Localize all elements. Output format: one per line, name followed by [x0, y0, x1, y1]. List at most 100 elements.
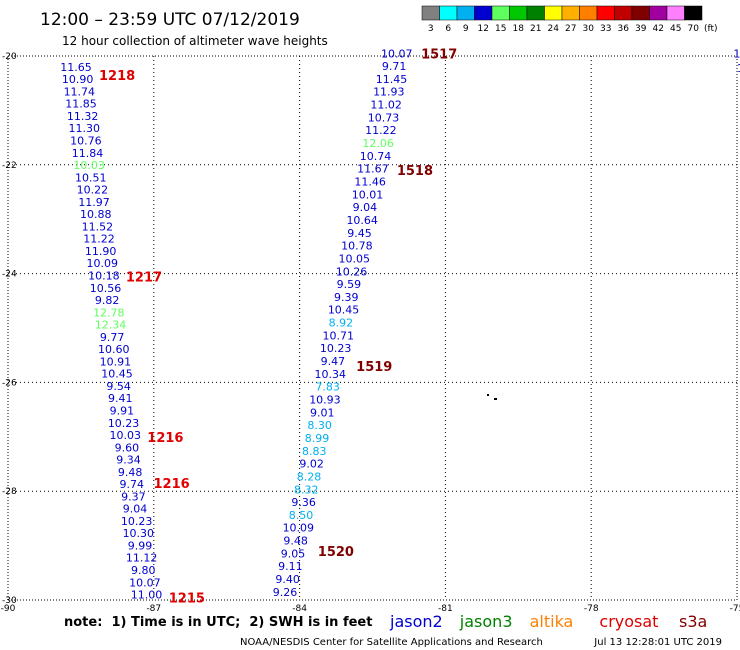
wave-height-value: 11.12 [126, 552, 158, 565]
island-marks [487, 394, 497, 400]
legend-label: 39 [635, 24, 647, 34]
wave-height-value: 11.90 [85, 245, 117, 258]
satellite-name: jason2 [389, 612, 443, 631]
time-label: 1216 [147, 431, 183, 446]
wave-height-value: 10.51 [75, 171, 107, 184]
lat-tick-label: -24 [2, 270, 17, 280]
wave-height-value: 10.64 [346, 214, 378, 227]
wave-height-value: 11.46 [354, 176, 386, 189]
wave-height-value: 10.09 [283, 522, 315, 535]
wave-height-value: 10.22 [77, 184, 109, 197]
wave-height-value: 9.71 [382, 60, 407, 73]
wave-height-value: 10.45 [101, 368, 133, 381]
wave-height-value: 8.92 [329, 317, 354, 330]
lat-tick-label: -28 [2, 487, 17, 497]
legend-swatch [649, 5, 668, 21]
lat-tick-label: -20 [2, 52, 17, 62]
wave-height-value: 11.22 [365, 124, 397, 137]
legend-label: 6 [445, 24, 451, 34]
wave-height-value: 11.99 [733, 47, 740, 60]
wave-height-value: 11.30 [68, 122, 100, 135]
wave-height-value: 11.22 [83, 233, 115, 246]
wave-height-value: 12.78 [93, 306, 125, 319]
lon-tick-label: -75 [730, 604, 740, 614]
axis-tick-labels: -90 -87 -84 -81 -78 -75 -20 -22 -24 -26 -28 -30 [1, 52, 740, 614]
wave-height-value: 8.99 [305, 432, 330, 445]
wave-height-value: 9.41 [108, 392, 133, 405]
wave-height-value: 11.45 [376, 73, 408, 86]
wave-height-value: 9.48 [118, 466, 143, 479]
wave-height-value: 9.77 [100, 331, 125, 344]
wave-height-value: 9.99 [128, 539, 153, 552]
legend-label: 24 [548, 24, 560, 34]
wave-height-value: 10.09 [87, 257, 119, 270]
lat-tick-label: -22 [2, 161, 17, 171]
legend-label: 12 [478, 24, 489, 34]
wave-height-value: 9.54 [106, 380, 131, 393]
legend-label: 9 [463, 24, 469, 34]
legend-label: 70 [688, 24, 700, 34]
wave-height-value: 8.83 [302, 445, 327, 458]
wave-height-value: 10.23 [108, 417, 140, 430]
wave-height-value: 9.82 [95, 294, 120, 307]
island-mark [494, 398, 497, 400]
legend-swatch [684, 5, 703, 21]
wave-height-value: 10.45 [328, 304, 360, 317]
legend-swatch [561, 5, 580, 21]
footer-note: note: 1) Time is in UTC; 2) SWH is in fe… [64, 615, 372, 630]
wave-height-value: 9.45 [347, 227, 372, 240]
wave-height-value: 9.39 [334, 291, 359, 304]
legend-swatch [474, 5, 493, 21]
time-label: 1216 [153, 477, 189, 492]
time-label: 1518 [397, 164, 433, 179]
legend-label: 30 [583, 24, 595, 34]
satellite-name: altika [530, 612, 574, 631]
legend-label: 21 [530, 24, 541, 34]
wave-height-value: 10.76 [70, 135, 102, 148]
wave-height-value: 7.83 [315, 381, 340, 394]
satellite-track: 11.6510.9011.7411.8511.3211.3010.7611.84… [60, 61, 205, 606]
island-mark [487, 394, 489, 396]
wave-height-value: 8.28 [297, 470, 322, 483]
legend-swatch [579, 5, 598, 21]
satellite-legend: jason2 jason3 altika cryosat s3a [389, 612, 707, 631]
wave-height-value: 10.78 [341, 240, 373, 253]
legend-swatch [421, 5, 440, 21]
wave-height-value: 8.50 [289, 509, 314, 522]
wave-height-value: 10.73 [368, 111, 400, 124]
wave-height-value: 11.97 [78, 196, 110, 209]
wave-height-value: 8.32 [294, 483, 319, 496]
legend-label: 3 [428, 24, 434, 34]
wave-height-value: 10.34 [315, 368, 347, 381]
wave-height-value: 11.52 [82, 220, 114, 233]
wave-height-value: 9.36 [291, 496, 316, 509]
wave-height-value: 11.93 [373, 86, 405, 99]
wave-height-value: 10.05 [338, 252, 370, 265]
wave-height-value: 10.5 [737, 62, 740, 75]
wave-height-value: 9.04 [353, 201, 378, 214]
lon-tick-label: -87 [146, 604, 161, 614]
plot-frame [7, 55, 738, 601]
wave-height-value: 9.40 [275, 573, 300, 586]
legend-swatch [631, 5, 650, 21]
wave-height-value: 10.60 [98, 343, 130, 356]
wave-height-value: 11.84 [72, 147, 104, 160]
legend-swatch [544, 5, 563, 21]
wave-height-value: 9.91 [110, 404, 135, 417]
wave-height-value: 9.05 [281, 547, 306, 560]
map-subtitle: 12 hour collection of altimeter wave hei… [62, 34, 328, 48]
wave-height-value: 10.56 [90, 282, 122, 295]
time-label: 1519 [356, 360, 392, 375]
lon-tick-label: -78 [584, 604, 599, 614]
lon-tick-label: -81 [438, 604, 453, 614]
satellite-name: s3a [679, 612, 707, 631]
wave-height-value: 11.00 [131, 589, 163, 602]
wave-height-value: 10.23 [320, 342, 352, 355]
legend-label: 18 [513, 24, 525, 34]
wave-height-value: 11.85 [65, 98, 97, 111]
legend-swatch [491, 5, 510, 21]
legend-label: 45 [670, 24, 681, 34]
legend-label: 36 [618, 24, 630, 34]
